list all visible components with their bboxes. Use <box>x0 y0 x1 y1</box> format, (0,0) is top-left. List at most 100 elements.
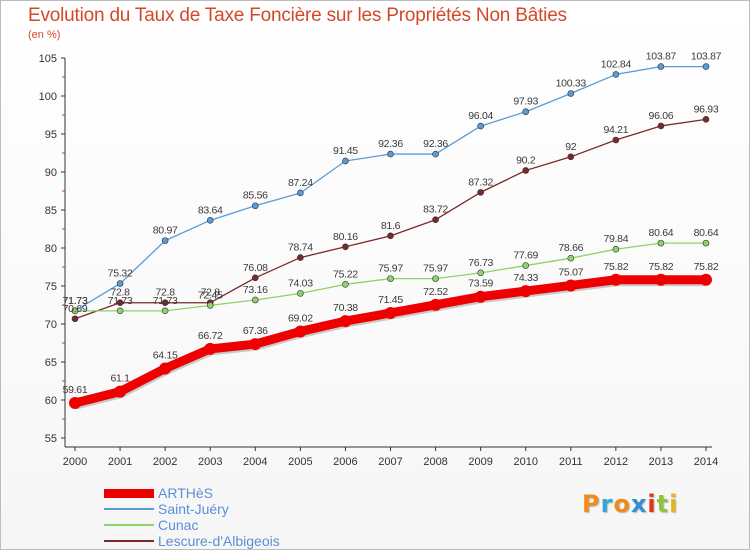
data-point <box>429 298 442 311</box>
data-point <box>702 116 710 123</box>
x-tick-label: 2012 <box>604 456 628 468</box>
data-label: 102.84 <box>601 58 632 70</box>
data-label: 75.32 <box>108 268 133 280</box>
data-label: 80.64 <box>649 227 674 239</box>
data-label: 61.1 <box>110 373 130 385</box>
data-label: 75.22 <box>333 268 358 280</box>
data-point <box>654 273 667 286</box>
data-label: 70.69 <box>63 303 88 315</box>
data-label: 72.8 <box>110 287 130 299</box>
data-point <box>204 342 217 355</box>
logo-letter: o <box>613 490 631 518</box>
data-label: 64.15 <box>153 349 178 361</box>
data-point <box>657 122 665 130</box>
data-label: 69.02 <box>288 312 313 324</box>
data-point <box>342 281 349 288</box>
chart-legend: ARTHèS Saint-Juéry Cunac Lescure-d'Albig… <box>104 485 280 549</box>
data-point <box>612 71 620 78</box>
data-label: 100.33 <box>556 77 587 89</box>
data-label: 71.73 <box>63 295 88 307</box>
data-point <box>159 362 172 375</box>
y-tick-label: 65 <box>45 357 57 369</box>
data-label: 78.74 <box>288 242 313 254</box>
data-point <box>69 396 81 409</box>
data-point <box>297 254 304 261</box>
data-point <box>71 315 79 323</box>
x-tick-label: 2002 <box>153 456 177 468</box>
data-point <box>339 315 352 328</box>
x-tick-label: 2008 <box>423 456 447 468</box>
data-label: 76.73 <box>468 257 493 269</box>
data-point <box>294 325 307 338</box>
legend-swatch-arthes <box>104 489 154 498</box>
data-point <box>477 269 484 277</box>
legend-item-cunac: Cunac <box>104 517 280 533</box>
data-point <box>251 296 259 304</box>
data-point <box>702 239 710 247</box>
data-point <box>519 285 532 298</box>
data-label: 74.03 <box>288 277 313 289</box>
data-point <box>206 217 214 224</box>
data-label: 71.45 <box>378 294 403 306</box>
data-label: 96.06 <box>649 110 674 122</box>
data-label: 75.82 <box>694 261 719 273</box>
x-tick-label: 2007 <box>378 456 402 468</box>
y-tick-label: 70 <box>45 319 57 331</box>
data-point <box>251 274 259 282</box>
data-point <box>567 153 575 161</box>
data-point <box>116 299 124 307</box>
data-label: 80.64 <box>694 227 719 239</box>
y-tick-label: 55 <box>45 433 57 445</box>
chart-unit: (en %) <box>28 29 61 41</box>
data-label: 83.72 <box>423 204 448 216</box>
x-tick-label: 2011 <box>559 456 583 468</box>
data-point <box>609 273 622 286</box>
legend-swatch-lescure <box>104 540 154 542</box>
data-label: 87.32 <box>468 176 493 188</box>
legend-label: Cunac <box>158 517 199 533</box>
logo-letter: i <box>669 490 679 518</box>
data-label: 59.61 <box>63 384 88 396</box>
data-label: 92.36 <box>423 138 448 150</box>
x-tick-label: 2003 <box>198 456 222 468</box>
data-point <box>612 136 620 144</box>
y-tick-label: 85 <box>45 205 57 217</box>
data-point <box>342 157 349 165</box>
logo-letter: r <box>600 490 614 518</box>
data-point <box>700 273 712 286</box>
legend-item-lescure: Lescure-d'Albigeois <box>104 533 280 549</box>
y-tick-label: 60 <box>45 395 57 407</box>
data-label: 83.64 <box>198 204 223 216</box>
data-point <box>116 307 124 315</box>
data-point <box>564 279 577 292</box>
legend-label: Lescure-d'Albigeois <box>158 533 280 549</box>
data-label: 76.08 <box>243 262 268 274</box>
data-point <box>657 239 665 247</box>
data-label: 71.73 <box>63 295 88 307</box>
data-label: 75.82 <box>649 261 674 273</box>
data-label: 87.24 <box>288 177 313 189</box>
data-point <box>161 237 169 244</box>
data-point <box>432 216 439 224</box>
data-point <box>702 63 710 70</box>
data-point <box>116 280 124 287</box>
data-label: 97.93 <box>513 96 538 108</box>
data-label: 72.8 <box>201 287 221 299</box>
data-point <box>161 299 169 307</box>
data-label: 92.36 <box>378 138 403 150</box>
data-label: 79.84 <box>603 233 628 245</box>
y-tick-label: 90 <box>45 167 57 179</box>
data-label: 70.38 <box>333 302 358 314</box>
data-label: 85.56 <box>243 190 268 202</box>
data-point <box>522 167 530 174</box>
data-point <box>71 307 79 315</box>
x-tick-label: 2000 <box>63 456 87 468</box>
x-tick-label: 2010 <box>513 456 537 468</box>
legend-item-arthes: ARTHèS <box>104 485 280 501</box>
y-tick-label: 75 <box>45 281 57 293</box>
data-label: 96.04 <box>468 110 493 122</box>
data-point <box>297 290 304 297</box>
data-point <box>251 202 259 210</box>
